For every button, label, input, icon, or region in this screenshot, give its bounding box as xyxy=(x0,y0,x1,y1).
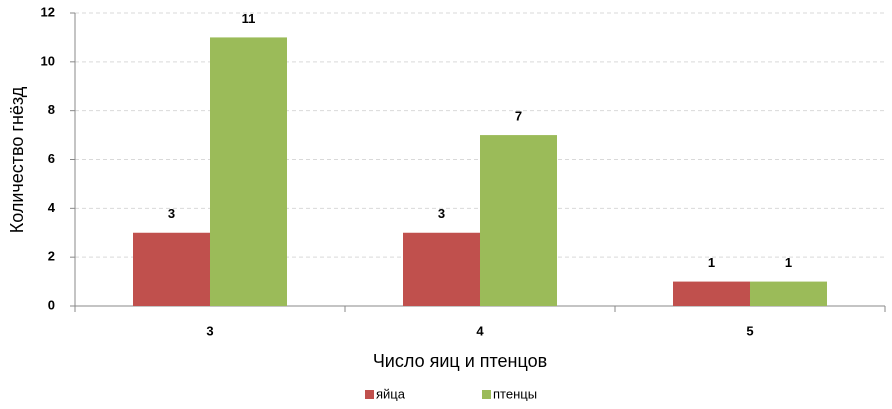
bar xyxy=(403,232,480,306)
y-tick-label: 10 xyxy=(41,53,55,68)
legend-swatch xyxy=(365,390,374,399)
y-axis-title: Количество гнёзд xyxy=(7,86,27,233)
y-tick-label: 12 xyxy=(41,4,55,19)
bar xyxy=(673,281,750,306)
x-tick-label: 4 xyxy=(476,323,484,338)
y-tick-label: 2 xyxy=(48,249,55,264)
x-tick-label: 5 xyxy=(746,323,753,338)
y-tick-label: 6 xyxy=(48,151,55,166)
bar xyxy=(480,135,557,306)
bar xyxy=(750,281,827,306)
legend-label: яйца xyxy=(376,386,406,401)
y-tick-label: 4 xyxy=(48,200,56,215)
value-label: 1 xyxy=(708,255,715,270)
bar xyxy=(133,232,210,306)
legend-label: птенцы xyxy=(493,386,537,401)
value-label: 1 xyxy=(785,255,792,270)
x-axis-title: Число яиц и птенцов xyxy=(373,351,547,371)
value-label: 11 xyxy=(242,11,256,26)
y-tick-label: 0 xyxy=(48,297,55,312)
legend-swatch xyxy=(482,390,491,399)
y-tick-label: 8 xyxy=(48,102,55,117)
value-label: 7 xyxy=(515,109,522,124)
bar xyxy=(210,37,287,307)
value-label: 3 xyxy=(438,206,445,221)
value-label: 3 xyxy=(168,206,175,221)
x-tick-label: 3 xyxy=(206,323,213,338)
